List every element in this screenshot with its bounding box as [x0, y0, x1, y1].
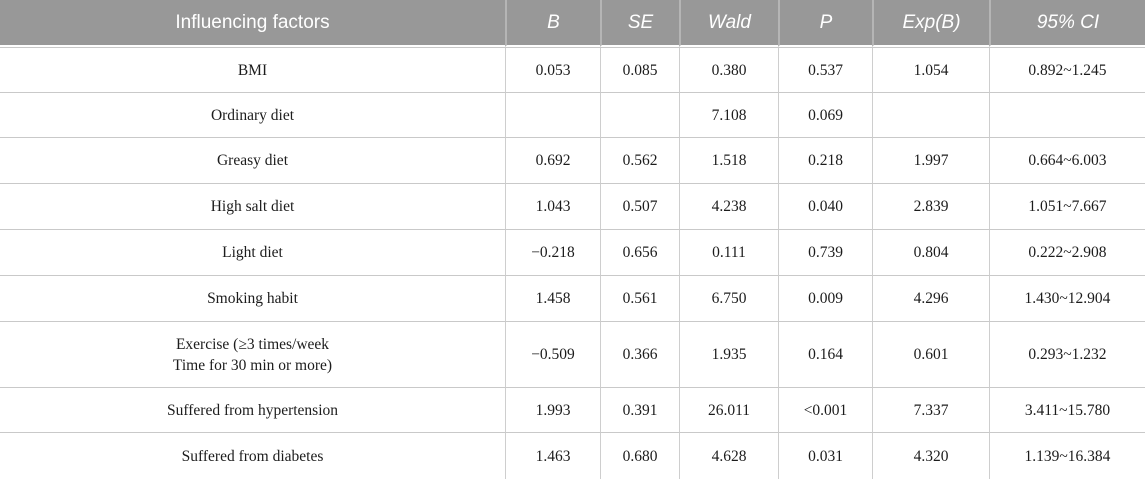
wald-cell: 4.628	[679, 432, 778, 479]
p-cell: 0.218	[778, 137, 872, 183]
table-body: BMI 0.053 0.085 0.380 0.537 1.054 0.892~…	[0, 47, 1145, 479]
table-row-high-salt-diet: High salt diet 1.043 0.507 4.238 0.040 2…	[0, 183, 1145, 229]
exp-b-cell	[872, 92, 989, 137]
factor-cell: Suffered from diabetes	[0, 432, 505, 479]
b-cell: 1.458	[505, 275, 600, 321]
exp-b-cell: 0.804	[872, 229, 989, 275]
se-cell: 0.680	[600, 432, 679, 479]
table-row-smoking-habit: Smoking habit 1.458 0.561 6.750 0.009 4.…	[0, 275, 1145, 321]
factor-cell: Greasy diet	[0, 137, 505, 183]
b-cell: −0.509	[505, 321, 600, 387]
se-cell: 0.391	[600, 387, 679, 432]
b-cell: 0.053	[505, 47, 600, 92]
ci-cell: 3.411~15.780	[989, 387, 1145, 432]
factor-cell: Light diet	[0, 229, 505, 275]
ci-cell	[989, 92, 1145, 137]
exp-b-cell: 0.601	[872, 321, 989, 387]
p-cell: 0.537	[778, 47, 872, 92]
se-cell: 0.507	[600, 183, 679, 229]
ci-cell: 1.139~16.384	[989, 432, 1145, 479]
column-header-influencing-factors: Influencing factors	[0, 0, 505, 47]
wald-cell: 1.935	[679, 321, 778, 387]
column-header-se: SE	[600, 0, 679, 47]
exp-b-cell: 1.997	[872, 137, 989, 183]
header-row: Influencing factors B SE Wald P Exp(B) 9…	[0, 0, 1145, 47]
p-cell: 0.040	[778, 183, 872, 229]
factor-cell: Smoking habit	[0, 275, 505, 321]
column-header-p: P	[778, 0, 872, 47]
factor-cell: BMI	[0, 47, 505, 92]
wald-cell: 7.108	[679, 92, 778, 137]
p-cell: <0.001	[778, 387, 872, 432]
table-row-bmi: BMI 0.053 0.085 0.380 0.537 1.054 0.892~…	[0, 47, 1145, 92]
wald-cell: 26.011	[679, 387, 778, 432]
se-cell: 0.561	[600, 275, 679, 321]
b-cell: 1.463	[505, 432, 600, 479]
b-cell: 0.692	[505, 137, 600, 183]
exp-b-cell: 4.296	[872, 275, 989, 321]
factor-cell: Ordinary diet	[0, 92, 505, 137]
ci-cell: 1.051~7.667	[989, 183, 1145, 229]
factor-cell: Suffered from hypertension	[0, 387, 505, 432]
p-cell: 0.739	[778, 229, 872, 275]
exp-b-cell: 2.839	[872, 183, 989, 229]
column-header-exp-b: Exp(B)	[872, 0, 989, 47]
table-row-light-diet: Light diet −0.218 0.656 0.111 0.739 0.80…	[0, 229, 1145, 275]
ci-cell: 0.293~1.232	[989, 321, 1145, 387]
ci-cell: 1.430~12.904	[989, 275, 1145, 321]
b-cell: 1.993	[505, 387, 600, 432]
b-cell	[505, 92, 600, 137]
wald-cell: 6.750	[679, 275, 778, 321]
se-cell: 0.085	[600, 47, 679, 92]
p-cell: 0.164	[778, 321, 872, 387]
se-cell: 0.366	[600, 321, 679, 387]
p-cell: 0.031	[778, 432, 872, 479]
wald-cell: 1.518	[679, 137, 778, 183]
exp-b-cell: 4.320	[872, 432, 989, 479]
exp-b-cell: 7.337	[872, 387, 989, 432]
table-header: Influencing factors B SE Wald P Exp(B) 9…	[0, 0, 1145, 47]
column-header-wald: Wald	[679, 0, 778, 47]
se-cell: 0.656	[600, 229, 679, 275]
table-row-ordinary-diet: Ordinary diet 7.108 0.069	[0, 92, 1145, 137]
column-header-b: B	[505, 0, 600, 47]
table-row-diabetes: Suffered from diabetes 1.463 0.680 4.628…	[0, 432, 1145, 479]
se-cell: 0.562	[600, 137, 679, 183]
wald-cell: 4.238	[679, 183, 778, 229]
se-cell	[600, 92, 679, 137]
b-cell: −0.218	[505, 229, 600, 275]
ci-cell: 0.664~6.003	[989, 137, 1145, 183]
table-row-hypertension: Suffered from hypertension 1.993 0.391 2…	[0, 387, 1145, 432]
exp-b-cell: 1.054	[872, 47, 989, 92]
table-row-greasy-diet: Greasy diet 0.692 0.562 1.518 0.218 1.99…	[0, 137, 1145, 183]
p-cell: 0.069	[778, 92, 872, 137]
b-cell: 1.043	[505, 183, 600, 229]
ci-cell: 0.892~1.245	[989, 47, 1145, 92]
factor-cell: Exercise (≥3 times/week Time for 30 min …	[0, 321, 505, 387]
factor-cell: High salt diet	[0, 183, 505, 229]
column-header-95-ci: 95% CI	[989, 0, 1145, 47]
wald-cell: 0.111	[679, 229, 778, 275]
ci-cell: 0.222~2.908	[989, 229, 1145, 275]
wald-cell: 0.380	[679, 47, 778, 92]
table-row-exercise: Exercise (≥3 times/week Time for 30 min …	[0, 321, 1145, 387]
p-cell: 0.009	[778, 275, 872, 321]
